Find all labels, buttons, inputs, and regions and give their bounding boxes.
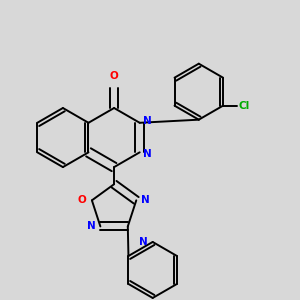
Text: N: N [139,237,148,247]
Text: N: N [143,116,152,126]
Text: N: N [141,195,150,205]
Text: O: O [78,195,86,205]
Text: N: N [87,221,96,231]
Text: Cl: Cl [238,101,250,111]
Text: O: O [110,71,118,81]
Text: N: N [143,149,152,159]
